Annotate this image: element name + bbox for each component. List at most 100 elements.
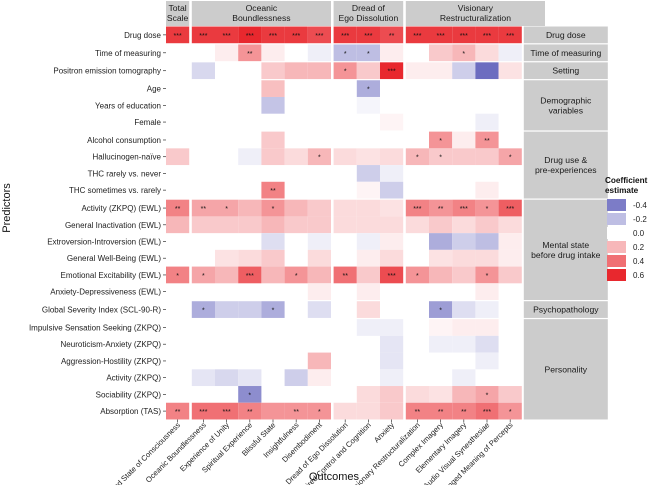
significance-stars: ***: [223, 33, 231, 40]
heatmap-cell: [452, 62, 476, 80]
x-axis-title: Outcomes: [309, 471, 360, 483]
significance-stars: *: [486, 273, 489, 280]
heatmap-cell: [307, 352, 331, 370]
heatmap-cell: [261, 199, 285, 217]
significance-stars: ***: [174, 33, 182, 40]
heatmap-cell: [238, 369, 262, 387]
significance-stars: **: [201, 206, 207, 213]
heatmap-cell: [475, 249, 499, 267]
heatmap-cell: [498, 233, 522, 250]
heatmap-cell: [475, 131, 499, 149]
legend-title: Coefficient: [605, 176, 648, 185]
heatmap-cell: [475, 283, 499, 301]
heatmap-cell: [429, 319, 453, 336]
heatmap-cell: [405, 216, 429, 234]
heatmap-cell: [452, 148, 476, 166]
heatmap-cell: [452, 266, 476, 284]
row-label: Absorption (TAS): [100, 407, 161, 416]
significance-stars: *: [439, 138, 442, 145]
legend-label: 0.2: [633, 243, 645, 252]
heatmap-cell: [475, 148, 499, 166]
heatmap-cell: [284, 62, 308, 80]
heatmap-cell: [429, 402, 453, 420]
heatmap-cell: [215, 199, 239, 217]
row-group-strip: [523, 62, 608, 80]
significance-stars: *: [367, 87, 370, 94]
heatmap-cell: [356, 301, 380, 318]
row-label: Female: [134, 118, 161, 127]
row-label: Neuroticism-Anxiety (ZKPQ): [61, 340, 162, 349]
heatmap-cell: [307, 26, 331, 44]
heatmap-cell: [380, 402, 404, 420]
legend-swatch: [607, 199, 626, 211]
significance-stars: *: [462, 51, 465, 58]
legend-label: -0.2: [633, 215, 647, 224]
heatmap-cell: [307, 216, 331, 234]
heatmap-cell: [452, 233, 476, 250]
heatmap-cell: [405, 26, 429, 44]
heatmap-cell: [498, 62, 522, 80]
heatmap-cell: [261, 96, 285, 114]
heatmap-cell: [215, 369, 239, 387]
significance-stars: *: [509, 409, 512, 416]
y-axis-title: Predictors: [1, 183, 13, 233]
heatmap-cell: [191, 301, 215, 318]
heatmap-cell: [380, 319, 404, 336]
heatmap-cell: [380, 165, 404, 182]
heatmap-cell: [333, 266, 357, 284]
heatmap-cell: [429, 233, 453, 250]
significance-stars: ***: [388, 69, 396, 76]
heatmap-cell: [380, 216, 404, 234]
significance-stars: **: [247, 51, 253, 58]
heatmap-cell: [238, 216, 262, 234]
heatmap-cell: [284, 216, 308, 234]
heatmap-cell: [238, 199, 262, 217]
heatmap-cell: [380, 113, 404, 131]
significance-stars: **: [247, 409, 253, 416]
significance-stars: ***: [199, 33, 207, 40]
heatmap-cell: [307, 148, 331, 166]
heatmap-cell: [284, 266, 308, 284]
column-group-strip: [333, 1, 404, 26]
row-group-strips: Drug dose Time of measuring Setting Demogra…: [523, 26, 608, 420]
heatmap-cell: [356, 96, 380, 114]
significance-stars: ***: [413, 206, 421, 213]
heatmap-cell: [475, 26, 499, 44]
significance-stars: *: [272, 308, 275, 315]
heatmap-cell: [452, 386, 476, 403]
row-label: Age: [147, 85, 162, 94]
column-group-label: Boundlessness: [232, 13, 290, 23]
row-label: Aggression-Hostility (ZKPQ): [61, 357, 161, 366]
heatmap-cell: [191, 26, 215, 44]
row-group-strip: [523, 199, 608, 301]
significance-stars: ***: [223, 409, 231, 416]
significance-stars: ***: [246, 33, 254, 40]
row-group-strip: [523, 131, 608, 199]
heatmap-cell: [166, 148, 190, 166]
heatmap-cell: [380, 352, 404, 370]
heatmap-cell: [333, 216, 357, 234]
row-group-strip: [523, 26, 608, 44]
heatmap-cell: [429, 266, 453, 284]
legend-label: 0.6: [633, 271, 645, 280]
significance-stars: ***: [388, 273, 396, 280]
heatmap-cell: [452, 26, 476, 44]
heatmap-cell: [307, 62, 331, 80]
row-group-label: Drug dose: [546, 30, 586, 40]
significance-stars: *: [272, 206, 275, 213]
significance-stars: *: [248, 392, 251, 399]
significance-stars: ***: [199, 409, 207, 416]
row-group-label: pre-experiences: [535, 165, 597, 175]
heatmap-cell: [452, 335, 476, 353]
significance-stars: ***: [506, 33, 514, 40]
significance-stars: ***: [413, 33, 421, 40]
row-group-label: before drug intake: [531, 250, 600, 260]
heatmap-cell: [498, 402, 522, 420]
heatmap-cell: [380, 266, 404, 284]
heatmap-cell: [452, 369, 476, 387]
legend-label: 0.4: [633, 257, 645, 266]
heatmap-cell: [238, 301, 262, 318]
heatmap-cell: [261, 402, 285, 420]
heatmap-cell: [475, 266, 499, 284]
